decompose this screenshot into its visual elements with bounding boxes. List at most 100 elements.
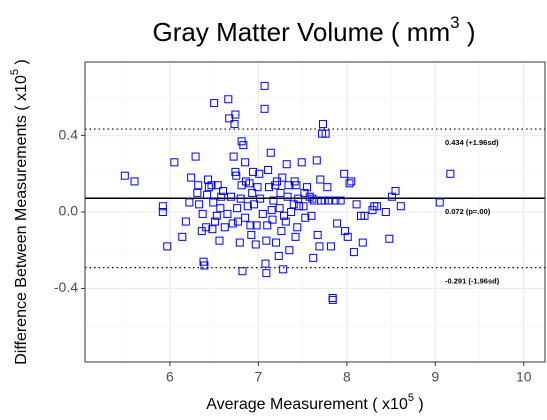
point <box>278 173 287 182</box>
point <box>238 267 247 276</box>
point <box>333 219 342 228</box>
x-tick-label: 7 <box>254 369 262 385</box>
x-label-sup: 5 <box>408 392 414 404</box>
y-tick-label: 0.0 <box>59 203 79 219</box>
point <box>281 217 290 226</box>
point <box>200 261 209 270</box>
point <box>252 221 261 230</box>
point <box>295 202 304 211</box>
point <box>256 194 265 203</box>
point <box>328 293 337 302</box>
x-tick-label: 6 <box>166 369 174 385</box>
point <box>343 232 352 241</box>
point <box>195 200 204 209</box>
point <box>212 211 221 220</box>
point <box>208 225 217 234</box>
point <box>193 188 202 197</box>
x-axis-label: Average Measurement ( x105 ) <box>206 392 424 413</box>
reference-label: -0.291 (-1.96sd) <box>445 277 500 286</box>
point <box>178 232 187 241</box>
point <box>216 204 225 213</box>
point <box>265 183 273 192</box>
point <box>331 196 340 205</box>
point <box>323 183 332 192</box>
point <box>291 232 300 241</box>
point <box>293 223 302 232</box>
point <box>231 110 240 119</box>
point <box>315 242 324 251</box>
point <box>219 186 227 195</box>
point <box>263 221 272 230</box>
point <box>198 209 207 218</box>
point <box>249 200 258 209</box>
point <box>269 196 278 205</box>
title-sup: 3 <box>450 13 459 32</box>
point <box>292 181 301 190</box>
x-tick-label: 9 <box>431 369 439 385</box>
point <box>320 196 329 205</box>
point <box>285 246 294 255</box>
point <box>253 183 262 192</box>
point <box>202 223 211 232</box>
point <box>316 175 325 184</box>
point <box>268 215 277 224</box>
point <box>385 234 394 243</box>
point <box>345 179 354 188</box>
point <box>309 253 318 262</box>
point <box>204 183 213 192</box>
x-label-end: ) <box>414 396 424 413</box>
point <box>301 213 310 222</box>
point <box>226 192 235 201</box>
point <box>299 202 308 211</box>
point <box>275 204 284 213</box>
point <box>211 217 220 226</box>
point <box>187 173 196 182</box>
point <box>321 129 330 138</box>
point <box>360 211 369 220</box>
point <box>258 209 267 218</box>
y-label-sup: 5 <box>9 69 21 75</box>
point <box>283 192 292 201</box>
point <box>255 169 264 178</box>
point <box>224 95 233 104</box>
y-tick-label: -0.4 <box>54 279 78 295</box>
point <box>287 208 296 216</box>
point <box>262 269 271 278</box>
point <box>233 204 242 213</box>
point <box>272 238 281 247</box>
point <box>241 213 250 222</box>
point <box>213 181 222 190</box>
point <box>235 238 244 247</box>
x-tick-label: 8 <box>343 369 351 385</box>
point <box>245 179 254 188</box>
point <box>260 81 269 90</box>
point <box>266 148 275 157</box>
point <box>435 198 444 207</box>
point <box>243 202 252 211</box>
point <box>307 211 316 220</box>
point <box>372 202 381 211</box>
point <box>163 242 172 251</box>
point <box>181 217 190 226</box>
point <box>312 156 321 165</box>
y-label-text: Difference Between Measurements ( x10 <box>13 75 30 365</box>
point <box>282 160 291 169</box>
point <box>279 265 288 274</box>
point <box>236 194 245 203</box>
point <box>336 196 345 205</box>
point <box>203 190 212 199</box>
title-end: ) <box>460 17 476 47</box>
point <box>248 188 257 197</box>
point <box>294 194 303 203</box>
point <box>341 227 350 236</box>
point <box>313 230 322 239</box>
point <box>262 236 271 245</box>
point <box>391 186 400 195</box>
point <box>223 209 232 218</box>
point <box>215 236 224 245</box>
point <box>170 158 179 167</box>
point <box>234 217 243 226</box>
point <box>229 152 238 161</box>
point <box>277 227 286 236</box>
